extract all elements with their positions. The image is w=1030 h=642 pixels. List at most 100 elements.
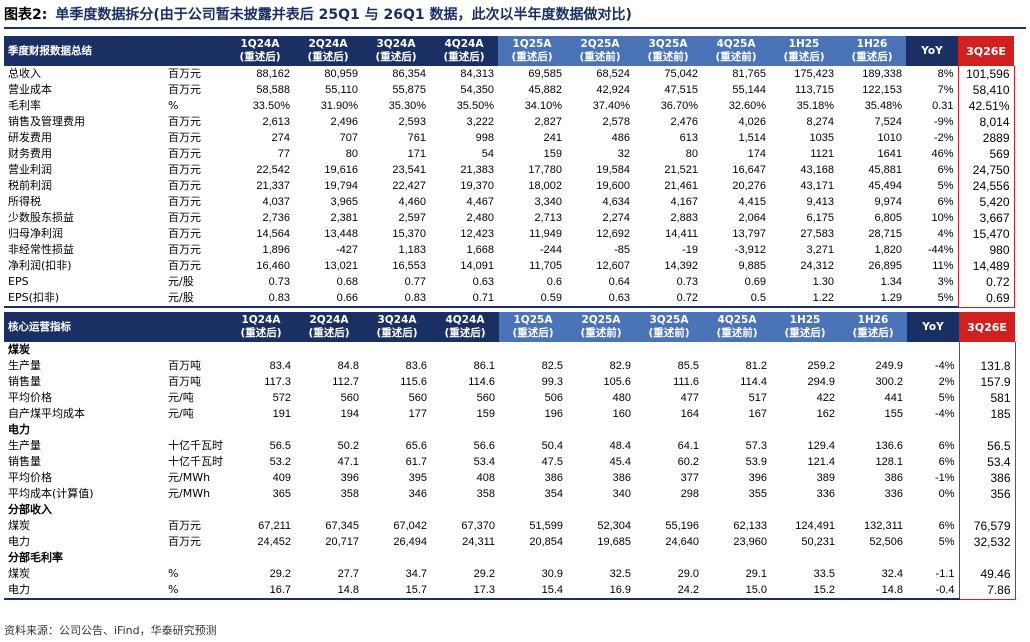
table-cell: 21,461: [664, 180, 698, 192]
column-header: 3Q25A (重述前): [635, 312, 703, 342]
table-row: 销售及管理费用 百万元 2,613 2,496 2,593 3,222 2,827 2,578…: [4, 114, 1015, 130]
table-cell: 80: [685, 148, 698, 160]
table-row: 电力 百万元 24,452 20,717 26,494 24,311 20,854 19,68…: [4, 534, 1016, 550]
table-cell: 68,524: [596, 68, 630, 80]
table-cell: 9,885: [738, 260, 766, 272]
table-cell: 386: [612, 472, 631, 484]
row-label: 自产煤平均成本: [8, 407, 85, 420]
table-cell: 65.6: [405, 440, 427, 452]
column-header: 3Q26E: [958, 36, 1014, 66]
table-cell: 47,515: [664, 84, 698, 96]
table-cell: 31.90%: [320, 100, 358, 112]
row-unit: 百万元: [168, 179, 201, 192]
table-cell: -19: [682, 244, 698, 256]
estimate-cell: 101,596: [957, 66, 1015, 82]
table-cell: 58,588: [256, 84, 290, 96]
row-label: EPS(扣非): [4, 290, 164, 308]
table-cell: 136.6: [875, 440, 903, 452]
table-cell: 19,616: [324, 164, 358, 176]
row-label: 销售量: [8, 375, 41, 388]
estimate-cell: 569: [957, 146, 1015, 162]
table-cell: 1,668: [466, 244, 494, 256]
table-cell: 1,514: [738, 132, 766, 144]
table-cell: 47.1: [337, 456, 359, 468]
table-row: 少数股东损益 百万元 2,736 2,381 2,597 2,480 2,713 2,274 2…: [4, 210, 1015, 226]
row-unit: 元/吨: [168, 407, 194, 420]
table-cell: 17.3: [431, 582, 499, 600]
table-cell: 191: [272, 408, 291, 420]
table-cell: 346: [408, 488, 427, 500]
table-cell: 29.2: [473, 568, 495, 580]
table-cell: 5%: [906, 290, 958, 308]
table-cell: 51,599: [529, 520, 563, 532]
table-cell: 6%: [938, 456, 955, 468]
table-cell: 11%: [932, 260, 954, 272]
table-cell: 62,133: [733, 520, 767, 532]
table-cell: 4%: [937, 228, 954, 240]
table-cell: 422: [816, 392, 835, 404]
table-cell: 14,411: [665, 228, 698, 240]
table-cell: 22,427: [392, 180, 426, 192]
table-cell: 408: [476, 472, 495, 484]
table-title: 核心运营指标: [4, 312, 164, 342]
table-cell: 0.66: [294, 290, 362, 308]
table-cell: 2,578: [602, 116, 630, 128]
table-cell: 53.4: [473, 456, 495, 468]
table-cell: 396: [340, 472, 359, 484]
table-cell: 80: [345, 148, 358, 160]
row-unit: %: [168, 99, 179, 112]
table-cell: 2,827: [534, 116, 562, 128]
table-cell: 998: [475, 132, 494, 144]
table-cell: 4,467: [466, 196, 494, 208]
column-header: 1Q24A (重述后): [226, 36, 294, 66]
section-heading: 煤炭: [8, 343, 30, 356]
table-cell: 164: [680, 408, 699, 420]
table-cell: 30.9: [541, 568, 563, 580]
table-row: 生产量 十亿千瓦时 56.5 50.2 65.6 56.6 50.4 48.4 64.1 57.3…: [4, 438, 1016, 454]
table-cell: 1,820: [874, 244, 902, 256]
table-cell: 2,593: [398, 116, 426, 128]
row-label: 总收入: [8, 67, 41, 80]
source-note: 资料来源：公司公告、iFind，华泰研究预测: [4, 624, 217, 637]
table-cell: 1010: [877, 132, 902, 144]
table-cell: 35.18%: [796, 100, 834, 112]
table-row: 营业利润 百万元 22,542 19,616 23,541 21,383 17,780 19,…: [4, 162, 1015, 178]
estimate-cell: 386: [958, 470, 1016, 486]
table-cell: 33.50%: [252, 100, 290, 112]
table-cell: 28,715: [868, 228, 902, 240]
table-cell: 259.2: [807, 360, 835, 372]
table-cell: 6%: [937, 196, 954, 208]
row-unit: 百万元: [168, 147, 201, 160]
table-cell: 19,685: [597, 536, 631, 548]
section-heading: 分部收入: [8, 503, 52, 516]
table-cell: 6%: [938, 520, 955, 532]
column-header: 2Q25A (重述前): [566, 36, 634, 66]
table-row: 平均成本(计算值) 元/MWh 365 358 346 358 354 340 298 355 33…: [4, 486, 1016, 502]
table-cell: 20,717: [325, 536, 359, 548]
table-cell: 16,647: [732, 164, 766, 176]
table-row: 总收入 百万元 88,162 80,959 86,354 84,313 69,585 68,5…: [4, 66, 1015, 82]
row-unit: 百万元: [168, 195, 201, 208]
table-cell: 54: [481, 148, 494, 160]
estimate-cell: 8,014: [957, 114, 1015, 130]
table-cell: -1%: [934, 472, 955, 484]
table-cell: 3,965: [330, 196, 358, 208]
table-cell: 2,613: [262, 116, 290, 128]
row-unit: 元/吨: [168, 391, 194, 404]
table-cell: 35.30%: [388, 100, 426, 112]
row-label: 少数股东损益: [8, 211, 74, 224]
row-label: 煤炭: [8, 519, 30, 532]
table-cell: 377: [680, 472, 699, 484]
table-cell: 128.1: [875, 456, 903, 468]
table-cell: 86.1: [473, 360, 495, 372]
column-header: 1H26 (重述后): [838, 36, 906, 66]
column-header: 1H25 (重述后): [770, 36, 838, 66]
estimate-cell: [958, 342, 1016, 358]
table-cell: 395: [408, 472, 427, 484]
table-cell: 82.9: [609, 360, 631, 372]
row-unit: 十亿千瓦时: [168, 439, 223, 452]
table-cell: 175,423: [794, 68, 834, 80]
table-cell: 0.63: [566, 290, 634, 308]
table-cell: 386: [544, 472, 563, 484]
table-row: 生产量 百万吨 83.4 84.8 83.6 86.1 82.5 82.9 85.5 81.2 25…: [4, 358, 1016, 374]
